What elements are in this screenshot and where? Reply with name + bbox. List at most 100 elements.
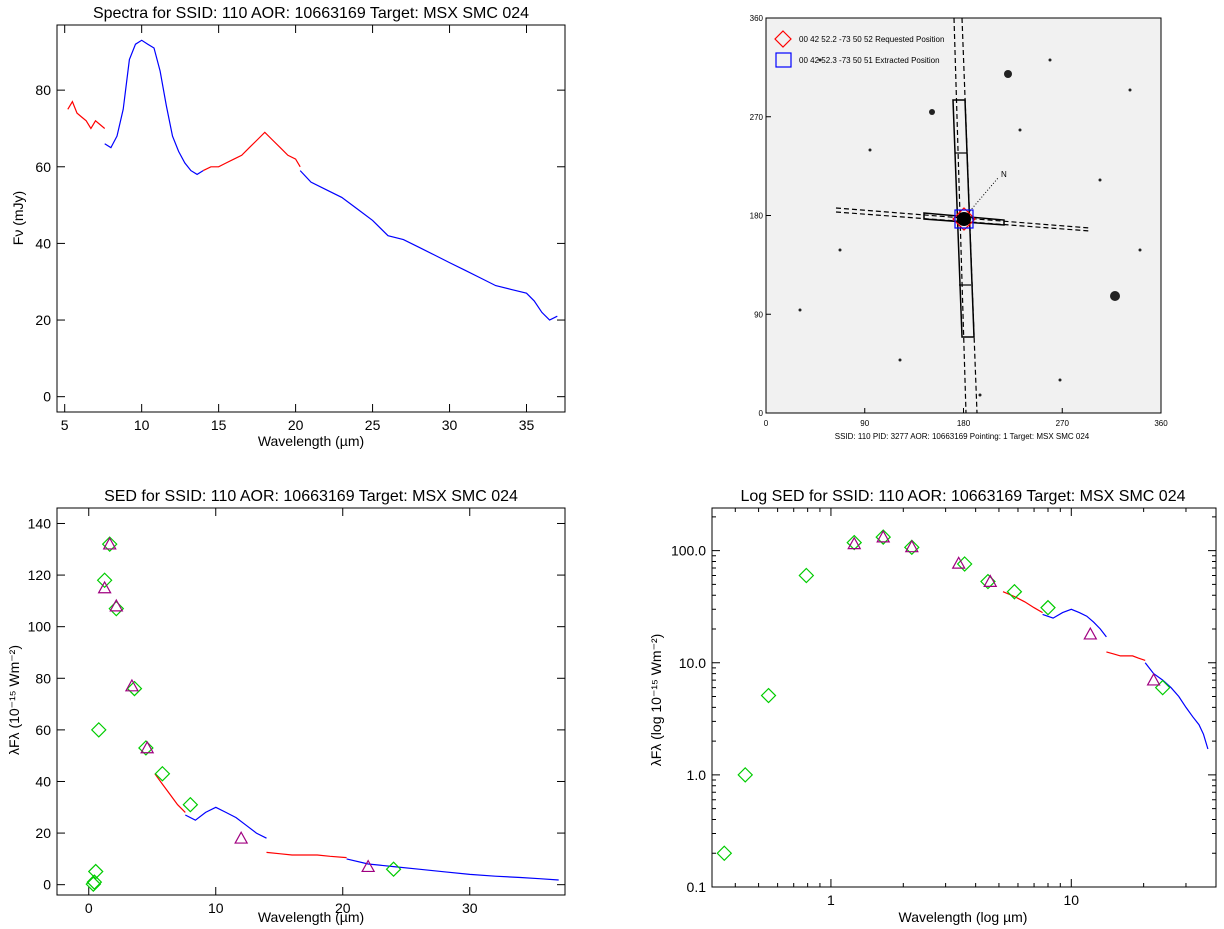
logsed-title: Log SED for SSID: 110 AOR: 10663169 Targ… xyxy=(741,488,1186,505)
y-tick-label: 60 xyxy=(35,722,51,738)
synthetic-triangle xyxy=(102,536,117,550)
spectrum-title: Spectra for SSID: 110 AOR: 10663169 Targ… xyxy=(93,5,529,22)
north-label: N xyxy=(1001,170,1007,179)
y-tick-label: 40 xyxy=(35,235,51,251)
photometry-diamond xyxy=(90,722,107,738)
x-tick-label: 0 xyxy=(764,419,769,428)
x-tick-label: 20 xyxy=(335,900,351,916)
y-tick-label: 270 xyxy=(750,113,764,122)
y-tick-label: 120 xyxy=(28,567,52,583)
synthetic-triangle xyxy=(140,740,155,754)
field-star xyxy=(978,393,982,397)
x-tick-label: 1 xyxy=(827,892,835,908)
slit-overlay: N xyxy=(835,17,1091,414)
y-tick-label: 80 xyxy=(35,670,51,686)
legend-square-icon xyxy=(775,52,792,68)
synthetic-triangle xyxy=(951,556,966,569)
x-tick-label: 10 xyxy=(1064,892,1080,908)
vertical-slit-edge xyxy=(961,17,978,414)
photometry-diamond xyxy=(760,687,777,704)
field-star xyxy=(1058,378,1062,382)
photometry-diamond xyxy=(108,600,125,617)
photometry-diamond xyxy=(875,529,892,545)
synthetic-triangle xyxy=(97,580,112,594)
field-star xyxy=(1138,248,1142,252)
y-tick-label: 20 xyxy=(35,312,51,328)
y-tick-label: 1.0 xyxy=(687,767,707,783)
photometry-diamond xyxy=(154,765,171,782)
field-star xyxy=(868,148,872,152)
target-star xyxy=(957,212,971,226)
synthetic-triangle xyxy=(904,539,919,553)
synthetic-triangle xyxy=(109,598,124,612)
y-tick-label: 90 xyxy=(754,310,763,319)
synthetic-triangle xyxy=(124,678,139,692)
x-tick-label: 180 xyxy=(957,419,971,428)
horizontal-aperture xyxy=(923,212,1005,226)
synthetic-triangle xyxy=(876,529,891,543)
sed-frame xyxy=(56,507,566,896)
spectrum-xlabel: Wavelength (µm) xyxy=(258,433,364,449)
field-star xyxy=(1128,88,1132,92)
spectrum-segment xyxy=(299,170,558,321)
photometry-diamond xyxy=(85,876,102,893)
photometry-diamond xyxy=(138,740,154,756)
y-tick-label: 0 xyxy=(759,409,764,418)
legend-extracted: 00 42 52.3 -73 50 51 Extracted Position xyxy=(799,56,940,65)
synthetic-triangle xyxy=(361,859,376,873)
vertical-slit-edge xyxy=(953,17,967,414)
sed-spectrum-segment xyxy=(154,773,186,813)
photometry-diamond xyxy=(846,534,863,551)
spectrum-segment xyxy=(202,131,301,172)
x-tick-label: 30 xyxy=(442,417,458,433)
x-tick-label: 20 xyxy=(288,417,304,433)
sed-panel: SED for SSID: 110 AOR: 10663169 Target: … xyxy=(6,488,566,925)
photometry-diamond xyxy=(86,874,103,890)
logsed-frame xyxy=(711,507,1217,888)
photometry-diamond xyxy=(87,863,104,880)
photometry-diamond xyxy=(956,556,973,572)
x-tick-label: 25 xyxy=(365,417,381,433)
y-tick-label: 100 xyxy=(28,619,52,635)
field-star xyxy=(1048,58,1052,62)
photometry-diamond xyxy=(1006,583,1023,600)
synthetic-triangle xyxy=(234,831,249,844)
sed-ylabel: λFλ (10⁻¹⁵ Wm⁻²) xyxy=(6,645,22,755)
x-tick-label: 360 xyxy=(1154,419,1168,428)
logsed-spectrum-segment xyxy=(1002,591,1043,614)
field-star xyxy=(838,248,842,252)
photometry-diamond xyxy=(798,567,815,584)
logsed-spectrum-segment xyxy=(1106,651,1146,661)
y-tick-label: 60 xyxy=(35,159,51,175)
sed-spectrum-segment xyxy=(185,806,267,839)
field-star xyxy=(798,308,802,312)
spectrum-segment xyxy=(67,100,106,130)
x-tick-label: 15 xyxy=(211,417,227,433)
logsed-ylabel: λFλ (log 10⁻¹⁵ Wm⁻²) xyxy=(648,634,664,767)
synthetic-triangle xyxy=(1083,626,1098,640)
y-tick-label: 0.1 xyxy=(687,879,707,895)
field-star xyxy=(1098,178,1102,182)
photometry-diamond xyxy=(126,680,143,697)
x-tick-label: 10 xyxy=(134,417,150,433)
x-tick-label: 90 xyxy=(860,419,869,428)
synthetic-triangle xyxy=(1146,672,1161,686)
legend-requested: 00 42 52.2 -73 50 52 Requested Position xyxy=(799,35,944,44)
spectrum-segment xyxy=(104,39,204,176)
synthetic-triangle xyxy=(983,574,998,587)
x-tick-label: 5 xyxy=(61,417,69,433)
x-tick-label: 0 xyxy=(85,900,93,916)
y-tick-label: 0 xyxy=(43,877,51,893)
x-tick-label: 270 xyxy=(1056,419,1070,428)
spectrum-frame xyxy=(56,24,566,413)
field-star xyxy=(1004,70,1012,78)
field-star xyxy=(818,58,822,62)
requested-position-marker xyxy=(952,207,976,231)
photometry-diamond xyxy=(903,539,920,556)
photometry-diamond xyxy=(101,536,118,552)
y-tick-label: 80 xyxy=(35,82,51,98)
synthetic-triangle xyxy=(847,536,862,550)
photometry-diamond xyxy=(737,767,754,783)
x-tick-label: 30 xyxy=(462,900,478,916)
